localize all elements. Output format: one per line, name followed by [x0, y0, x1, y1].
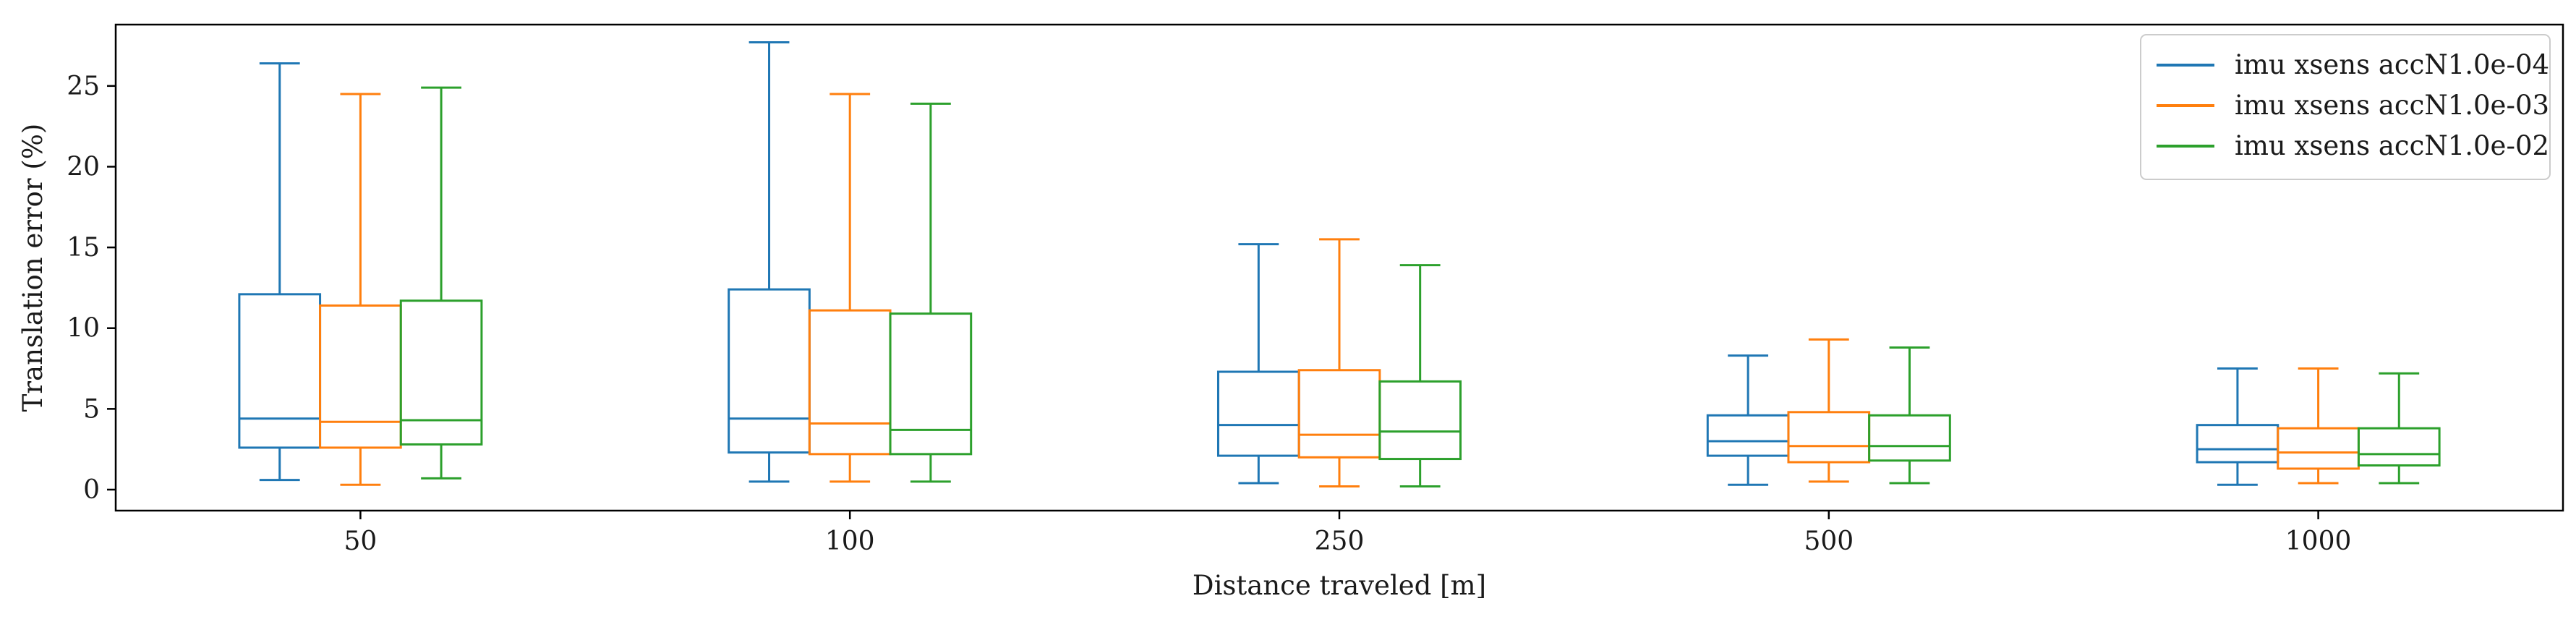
series-2 — [319, 93, 2360, 488]
box-250 — [1216, 243, 1300, 485]
legend-label: imu xsens accN1.0e-02 — [2235, 130, 2549, 161]
box-1000 — [2277, 367, 2360, 485]
box-250 — [1378, 264, 1462, 488]
series-1 — [238, 41, 2279, 486]
box-body — [2357, 427, 2441, 466]
legend-item: imu xsens accN1.0e-04 — [2157, 49, 2549, 80]
x-tick-label: 50 — [344, 527, 377, 556]
y-tick-label: 20 — [67, 152, 100, 182]
box-body — [1297, 369, 1381, 459]
series-3 — [399, 86, 2441, 488]
y-axis: 0 5 10 15 20 25 — [67, 72, 116, 505]
box-100 — [889, 102, 973, 483]
box-body — [238, 293, 322, 449]
box-body — [1868, 414, 1951, 462]
legend-entries: imu xsens accN1.0e-04 imu xsens accN1.0e-… — [2157, 49, 2549, 161]
box-50 — [319, 93, 402, 486]
legend-item: imu xsens accN1.0e-02 — [2157, 130, 2549, 161]
y-tick-label: 10 — [67, 314, 100, 344]
y-tick-label: 0 — [83, 475, 100, 505]
x-tick-label: 250 — [1315, 527, 1365, 556]
box-50 — [399, 86, 483, 480]
box-body — [1216, 370, 1300, 457]
legend-item: imu xsens accN1.0e-03 — [2157, 90, 2549, 121]
box-500 — [1706, 354, 1790, 486]
legend-frame — [2140, 34, 2551, 180]
box-50 — [238, 62, 322, 482]
box-1000 — [2357, 372, 2441, 485]
box-500 — [1787, 338, 1871, 483]
box-body — [319, 304, 402, 449]
box-1000 — [2196, 367, 2279, 486]
y-tick-label: 15 — [67, 233, 100, 263]
x-tick-label: 100 — [825, 527, 875, 556]
box-body — [889, 312, 973, 456]
legend-label: imu xsens accN1.0e-04 — [2235, 49, 2549, 80]
box-body — [808, 309, 892, 456]
x-axis: 50 100 250 500 1000 — [344, 511, 2351, 556]
x-tick-label: 1000 — [2285, 527, 2352, 556]
box-100 — [728, 41, 811, 483]
y-tick-label: 25 — [67, 72, 100, 101]
plot-marks — [238, 41, 2441, 488]
y-axis-label: Translation error (%) — [17, 124, 48, 412]
box-body — [1378, 380, 1462, 461]
box-500 — [1868, 346, 1951, 485]
legend: imu xsens accN1.0e-04 imu xsens accN1.0e-… — [2140, 34, 2551, 180]
box-body — [399, 299, 483, 446]
y-tick-label: 5 — [83, 394, 100, 424]
box-100 — [808, 93, 892, 483]
box-body — [728, 288, 811, 454]
box-body — [2196, 424, 2279, 464]
box-body — [2277, 427, 2360, 470]
x-tick-label: 500 — [1804, 527, 1854, 556]
x-axis-label: Distance traveled [m] — [1193, 570, 1486, 601]
box-250 — [1297, 238, 1381, 488]
legend-label: imu xsens accN1.0e-03 — [2235, 90, 2549, 121]
box-body — [1787, 411, 1871, 464]
box-body — [1706, 414, 1790, 457]
